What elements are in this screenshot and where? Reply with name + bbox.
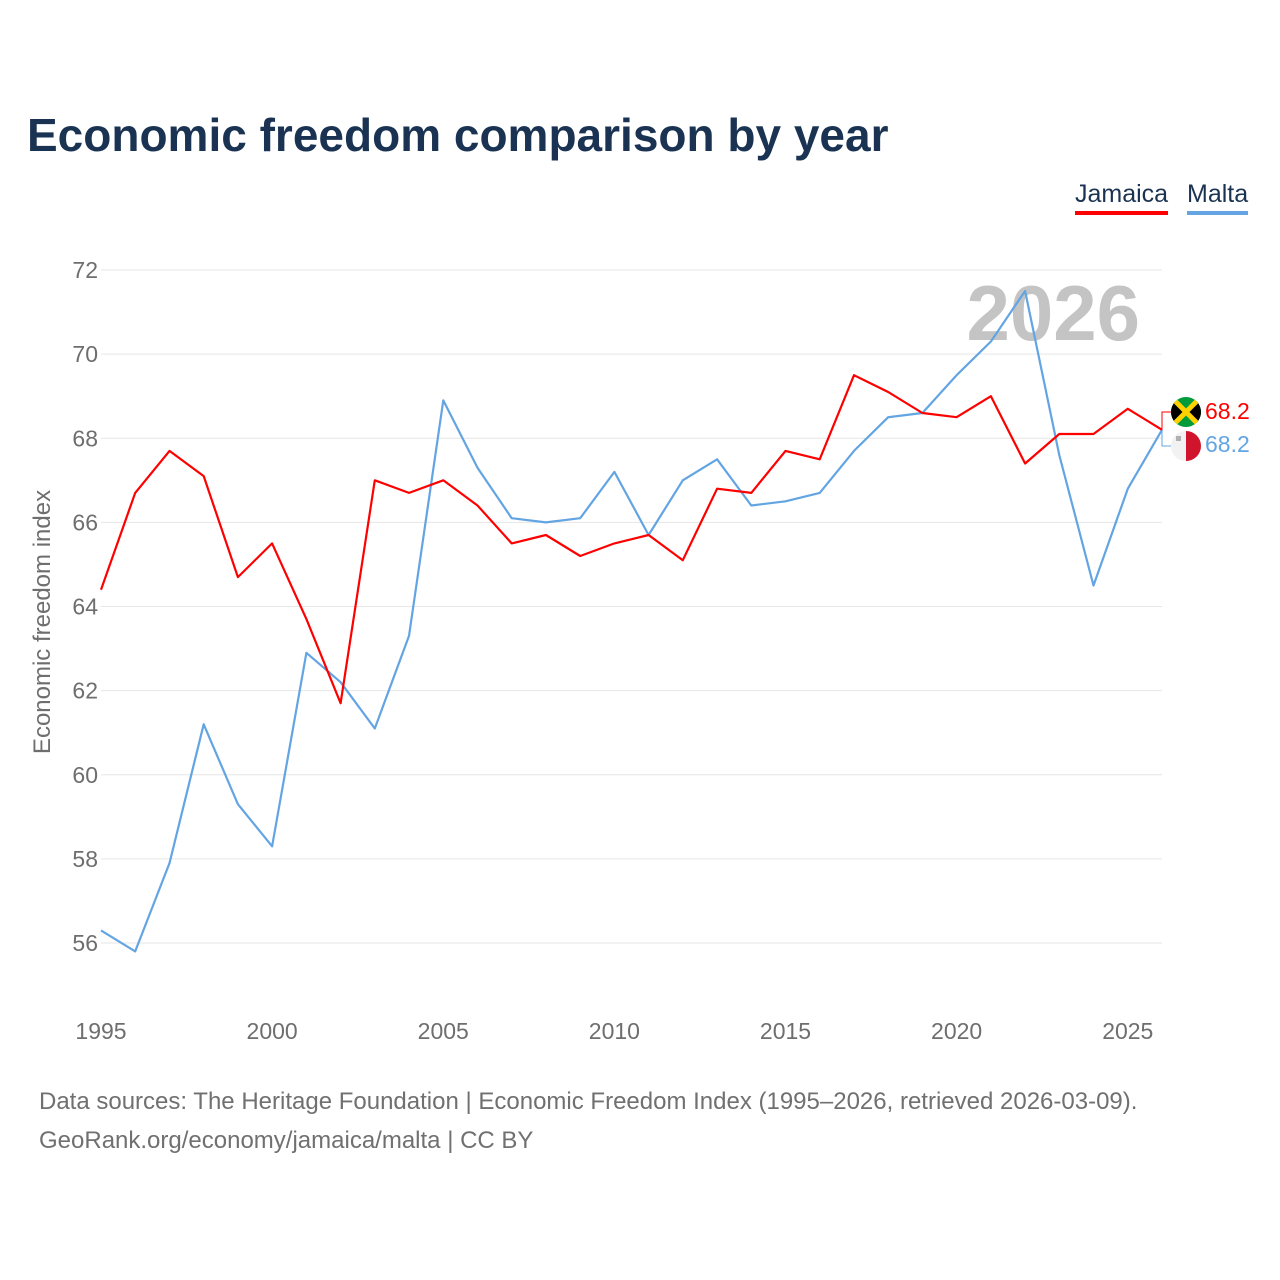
end-value-label-malta: 68.2 — [1205, 431, 1250, 457]
end-value-label-jamaica: 68.2 — [1205, 398, 1250, 424]
y-tick-label: 58 — [72, 846, 98, 872]
year-watermark: 2026 — [966, 269, 1140, 357]
y-tick-label: 70 — [72, 341, 98, 367]
y-tick-label: 56 — [72, 930, 98, 956]
chart-title: Economic freedom comparison by year — [27, 109, 889, 161]
y-axis-label: Economic freedom index — [29, 490, 56, 754]
x-tick-label: 1995 — [75, 1018, 126, 1044]
end-connector-malta — [1161, 429, 1171, 447]
legend-item-jamaica[interactable]: Jamaica — [1075, 180, 1169, 215]
attribution-text: GeoRank.org/economy/jamaica/malta | CC B… — [39, 1127, 534, 1154]
series-line-jamaica — [99, 374, 1163, 705]
x-tick-label: 2010 — [589, 1018, 640, 1044]
x-tick-label: 2020 — [931, 1018, 982, 1044]
y-tick-label: 68 — [72, 425, 98, 451]
malta-flag-icon — [1171, 431, 1201, 461]
y-tick-label: 72 — [72, 257, 98, 283]
end-connector-jamaica — [1161, 411, 1171, 430]
y-tick-label: 64 — [72, 594, 98, 620]
source-text: Data sources: The Heritage Foundation | … — [39, 1088, 1138, 1115]
x-tick-label: 2015 — [760, 1018, 811, 1044]
y-tick-label: 62 — [72, 678, 98, 704]
jamaica-flag-icon — [1171, 397, 1201, 427]
x-tick-label: 2005 — [418, 1018, 469, 1044]
y-tick-label: 66 — [72, 509, 98, 535]
series-line-malta — [100, 289, 1163, 953]
legend-item-malta[interactable]: Malta — [1187, 180, 1249, 215]
x-tick-label: 2000 — [247, 1018, 298, 1044]
y-tick-label: 60 — [72, 762, 98, 788]
x-tick-label: 2025 — [1102, 1018, 1153, 1044]
